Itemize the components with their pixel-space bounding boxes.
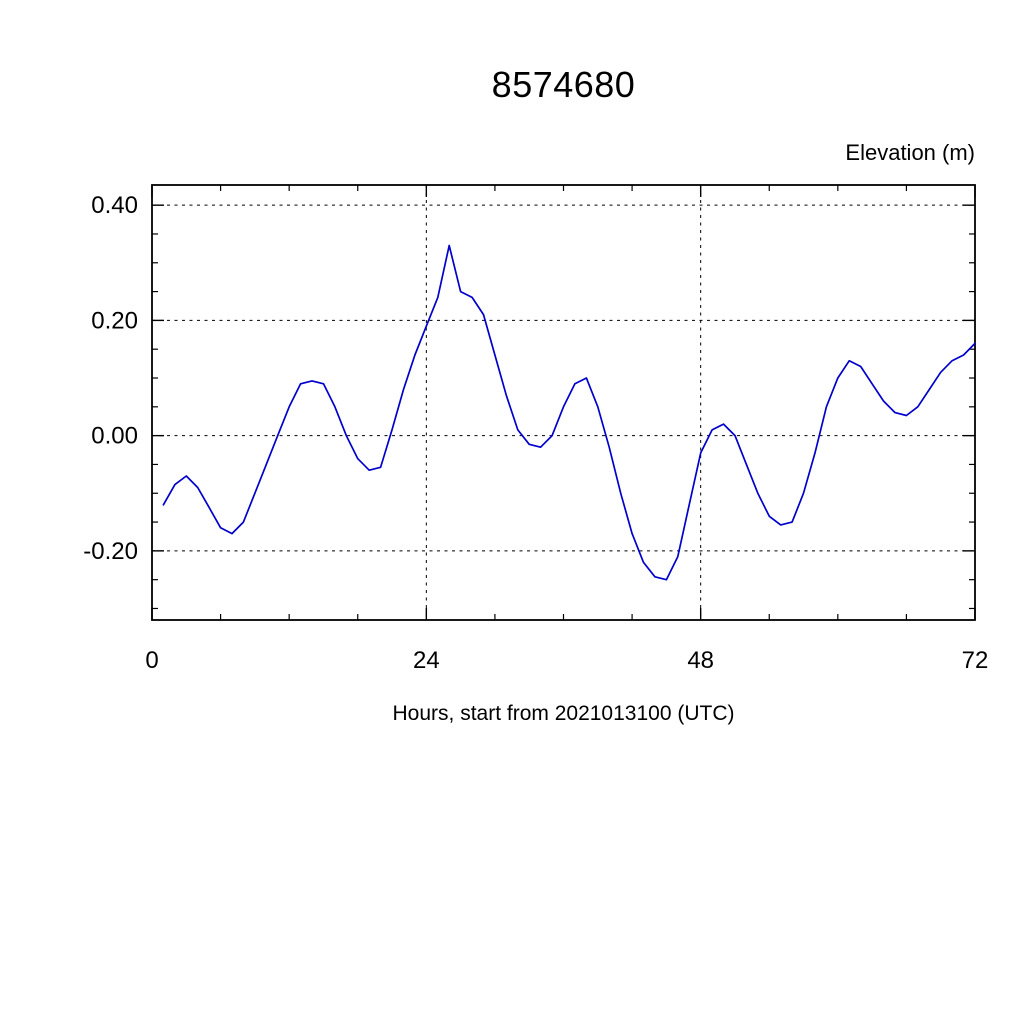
- y-tick-label: 0.40: [91, 192, 138, 219]
- plot-frame: [151, 184, 976, 621]
- y-tick-label: -0.20: [83, 538, 138, 565]
- x-tick-label: 48: [687, 647, 714, 674]
- chart-title: 8574680: [491, 64, 636, 105]
- elevation-series-line: [162, 244, 976, 581]
- x-tick-label: 24: [413, 647, 440, 674]
- y-tick-label: 0.00: [91, 423, 138, 450]
- x-axis-title: Hours, start from 2021013100 (UTC): [392, 702, 735, 725]
- y-axis-title: Elevation (m): [845, 140, 975, 165]
- y-tick-label: 0.20: [91, 307, 138, 334]
- x-tick-label: 0: [145, 647, 158, 674]
- x-tick-label: 72: [962, 647, 989, 674]
